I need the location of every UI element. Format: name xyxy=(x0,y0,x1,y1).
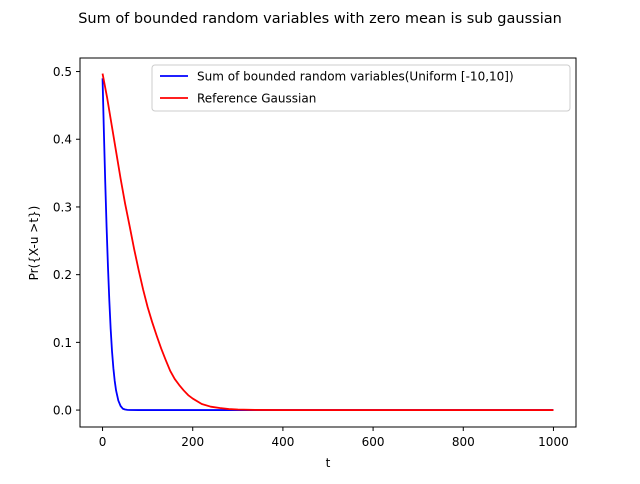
y-tick-label: 0.3 xyxy=(53,200,72,214)
x-tick-label: 0 xyxy=(99,435,107,449)
legend-label-reference-gaussian: Reference Gaussian xyxy=(197,92,316,106)
plot-frame xyxy=(79,57,577,428)
series-line-reference-gaussian xyxy=(101,73,554,411)
chart-title: Sum of bounded random variables with zer… xyxy=(78,11,562,27)
y-tick-label: 0.1 xyxy=(53,336,72,350)
x-tick-label: 1000 xyxy=(538,435,569,449)
legend-box xyxy=(151,64,571,112)
y-tick-label: 0.2 xyxy=(53,268,72,282)
y-tick-label: 0.5 xyxy=(53,65,72,79)
legend: Sum of bounded random variables(Uniform … xyxy=(151,64,571,112)
legend-label-bounded-sum: Sum of bounded random variables(Uniform … xyxy=(197,70,514,84)
x-tick-label: 600 xyxy=(362,435,385,449)
y-axis-label: Pr({X-u >t}) xyxy=(27,206,41,281)
x-tick-label: 200 xyxy=(181,435,204,449)
y-tick-label: 0.0 xyxy=(53,404,72,418)
series-line-bounded-sum xyxy=(101,78,554,411)
y-tick-label: 0.4 xyxy=(53,133,72,147)
x-tick-label: 400 xyxy=(271,435,294,449)
x-tick-label: 800 xyxy=(452,435,475,449)
x-axis-label: t xyxy=(326,456,331,470)
